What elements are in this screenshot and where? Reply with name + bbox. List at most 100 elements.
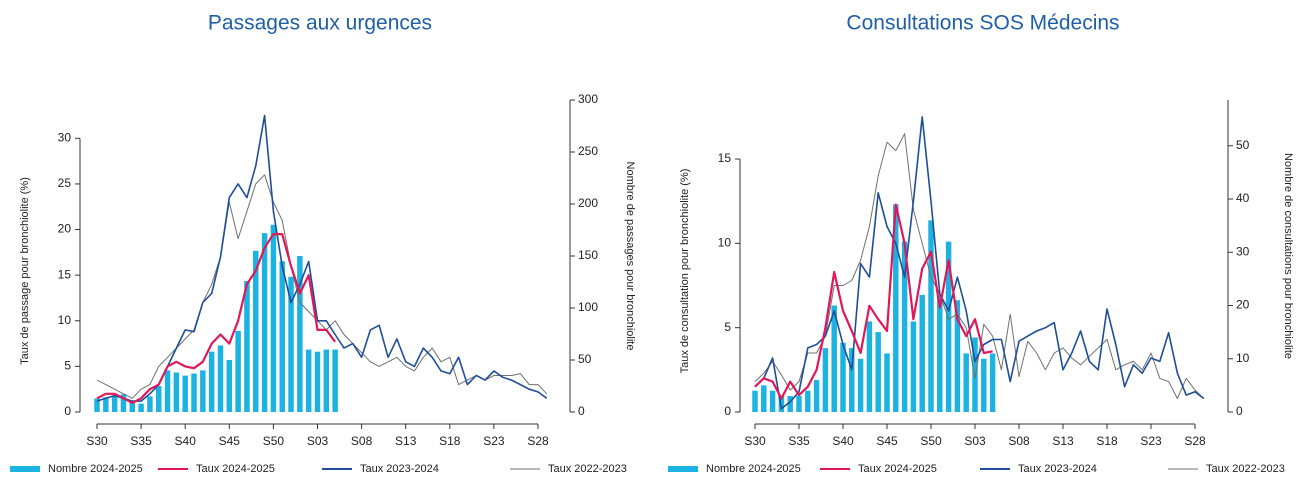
- bar: [332, 349, 338, 412]
- bar: [279, 261, 285, 412]
- y2-tick-label: 200: [578, 196, 598, 210]
- bar: [769, 390, 776, 412]
- x-tick-label: S23: [483, 434, 505, 448]
- x-tick-label: S08: [1008, 434, 1030, 448]
- bar: [173, 372, 180, 412]
- bar: [270, 224, 277, 412]
- line: [96, 174, 548, 399]
- legend-label: Nombre 2024-2025: [48, 463, 143, 475]
- bar: [323, 349, 330, 412]
- bar: [919, 294, 925, 412]
- y2-tick-label: 0: [1236, 404, 1243, 418]
- y-tick-label: 5: [724, 320, 731, 334]
- bar: [226, 360, 233, 412]
- bar: [253, 250, 259, 412]
- x-tick-label: S30: [86, 434, 108, 448]
- y2-tick-label: 0: [578, 404, 585, 418]
- y2-tick-label: 40: [1236, 191, 1250, 205]
- bar: [893, 204, 899, 412]
- bar: [866, 321, 873, 412]
- chart-title: Consultations SOS Médecins: [846, 12, 1119, 35]
- bar: [156, 386, 162, 412]
- y-tick-label: 15: [58, 267, 72, 281]
- y-tick-label: 25: [58, 176, 72, 190]
- legend-swatch: [668, 466, 698, 472]
- bar: [857, 358, 864, 412]
- bar: [752, 390, 758, 412]
- bar: [954, 300, 961, 412]
- bar: [305, 349, 312, 412]
- bar: [884, 353, 890, 412]
- y2-tick-label: 300: [578, 92, 598, 106]
- bar: [235, 330, 241, 412]
- x-tick-label: S28: [1184, 434, 1206, 448]
- legend-label: Taux 2022-2023: [1206, 463, 1285, 475]
- x-tick-label: S35: [130, 434, 152, 448]
- y2-tick-label: 10: [1236, 351, 1250, 365]
- bar: [813, 380, 820, 412]
- y-tick-label: 30: [58, 130, 72, 144]
- bar: [191, 373, 197, 412]
- y-tick-label: 5: [64, 359, 71, 373]
- bar: [208, 351, 215, 412]
- y-tick-label: 20: [58, 222, 72, 236]
- x-tick-label: S28: [527, 434, 549, 448]
- x-tick-label: S35: [788, 434, 810, 448]
- legend-swatch: [10, 466, 40, 472]
- y2-axis-title: Nombre de consultations pour bronchiolit…: [1282, 153, 1294, 359]
- y-axis-title: Taux de consultation pour bronchiolite (…: [679, 169, 691, 374]
- bar: [945, 241, 952, 412]
- bar: [937, 294, 943, 412]
- bar: [761, 385, 767, 412]
- bar: [120, 394, 127, 412]
- x-tick-label: S18: [439, 434, 461, 448]
- bar: [901, 241, 908, 412]
- line: [96, 233, 336, 404]
- bar: [796, 396, 802, 412]
- x-tick-label: S08: [351, 434, 373, 448]
- legend-label: Taux 2022-2023: [548, 463, 627, 475]
- bar: [989, 353, 996, 412]
- line: [754, 116, 1205, 410]
- x-tick-label: S13: [1052, 434, 1074, 448]
- line: [754, 133, 1205, 399]
- bar: [200, 370, 206, 412]
- bar: [261, 233, 268, 412]
- x-tick-label: S30: [744, 434, 766, 448]
- bar: [928, 220, 934, 412]
- y2-tick-label: 50: [578, 352, 592, 366]
- y-tick-label: 0: [64, 404, 71, 418]
- bar: [288, 276, 294, 412]
- bar: [875, 332, 881, 412]
- bar: [972, 337, 978, 412]
- x-tick-label: S03: [307, 434, 329, 448]
- y-tick-label: 15: [718, 151, 732, 165]
- bar: [787, 396, 793, 412]
- y-tick-label: 10: [58, 313, 72, 327]
- bar: [103, 397, 109, 412]
- y2-tick-label: 100: [578, 300, 598, 314]
- line: [96, 114, 548, 402]
- y-tick-label: 0: [724, 404, 731, 418]
- legend-label: Taux 2023-2024: [1018, 463, 1097, 475]
- y-axis-title: Taux de passage pour bronchiolite (%): [19, 177, 31, 365]
- legend-label: Nombre 2024-2025: [706, 463, 801, 475]
- y2-tick-label: 20: [1236, 298, 1250, 312]
- y-tick-label: 10: [718, 236, 732, 250]
- chart: Passages aux urgences0510152025300501001…: [10, 12, 636, 475]
- bar: [822, 348, 829, 412]
- legend-label: Taux 2024-2025: [196, 463, 275, 475]
- y2-tick-label: 30: [1236, 244, 1250, 258]
- x-tick-label: S45: [219, 434, 241, 448]
- bar: [297, 256, 303, 412]
- chart: Consultations SOS Médecins 0 5 10 15 0 10 20 30 4…: [668, 12, 1294, 475]
- x-tick-label: S40: [832, 434, 854, 448]
- bar: [147, 396, 153, 412]
- x-tick-label: S13: [395, 434, 417, 448]
- x-tick-label: S50: [920, 434, 942, 448]
- bar: [910, 321, 917, 412]
- bar: [244, 280, 250, 412]
- x-tick-label: S18: [1096, 434, 1118, 448]
- bar: [138, 403, 144, 412]
